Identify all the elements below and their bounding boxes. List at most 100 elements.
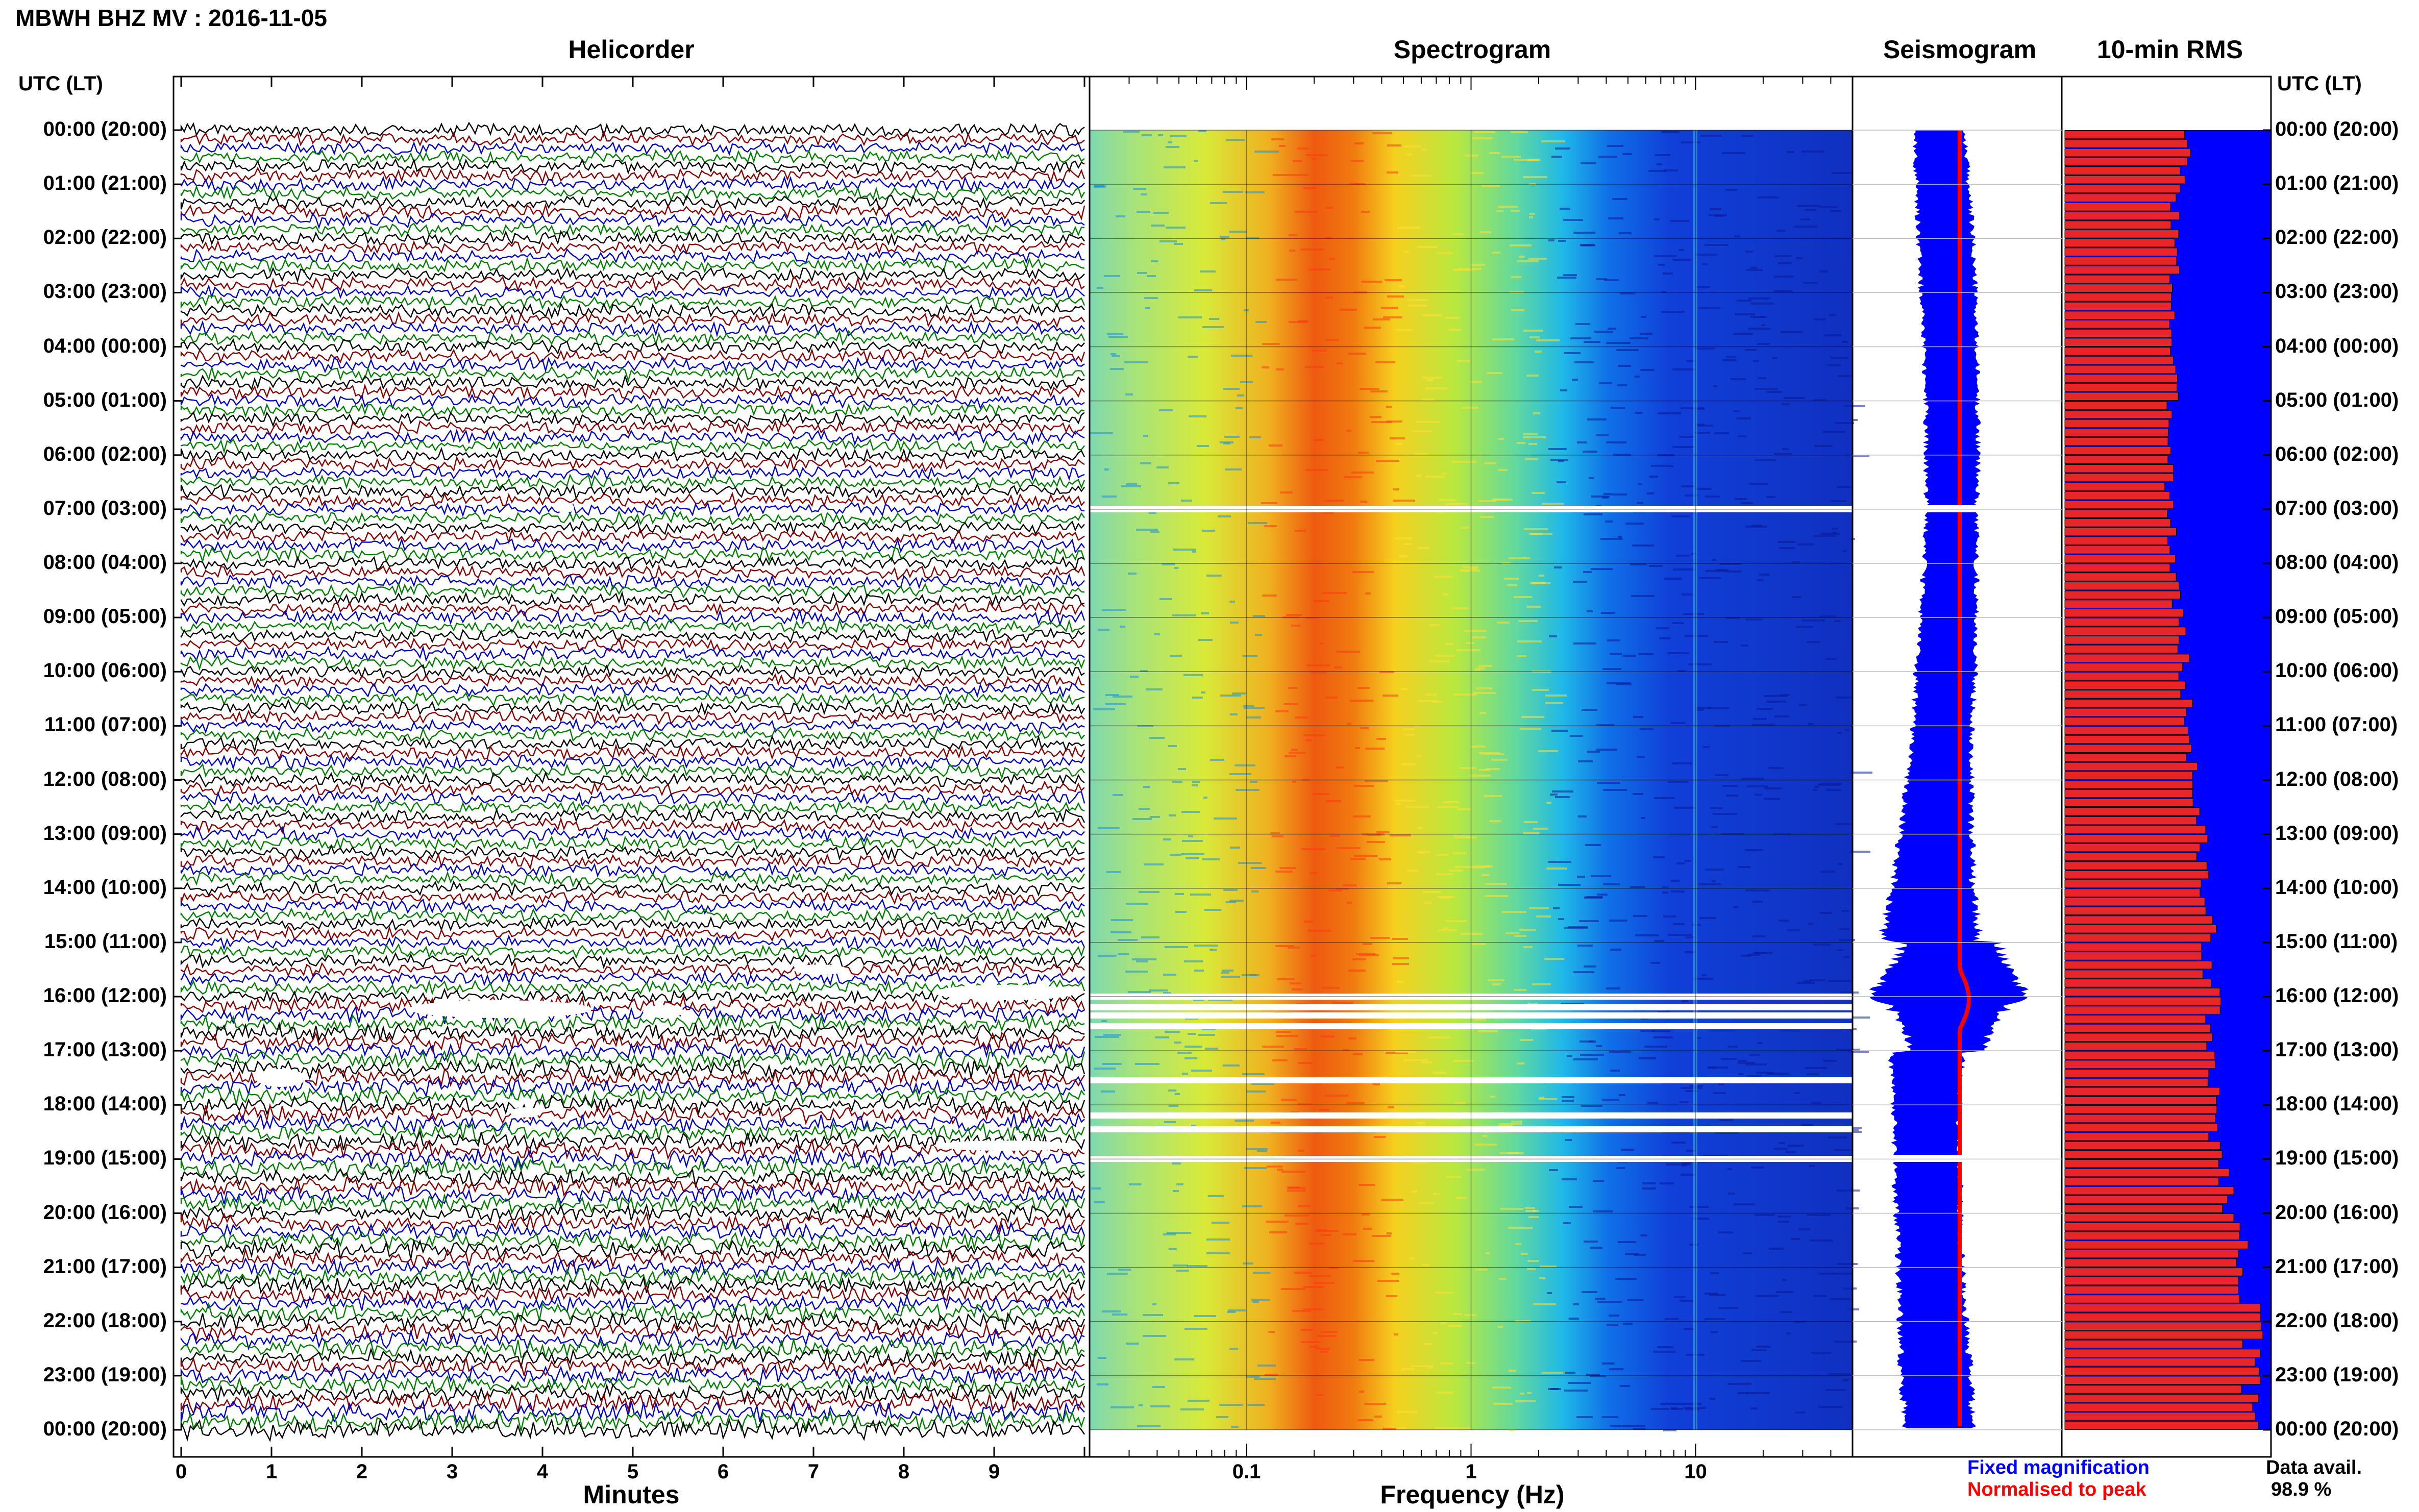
helicorder-trace: [180, 654, 1085, 671]
rms-bar: [2064, 356, 2174, 365]
spectrogram-speckle: [1159, 240, 1177, 242]
spectrogram-gap: [1090, 1126, 1853, 1132]
spectrogram-speckle: [1577, 945, 1593, 947]
spectrogram-speckle: [1111, 919, 1133, 921]
spectrogram-speckle: [1472, 636, 1486, 638]
spectrogram-speckle: [1820, 533, 1840, 535]
spectrogram-speckle: [1833, 532, 1837, 534]
spectrogram-speckle: [1672, 446, 1694, 448]
spectrogram-speckle: [1106, 871, 1121, 873]
spectrogram-speckle: [1581, 1105, 1602, 1107]
spectrogram-speckle: [1745, 526, 1767, 528]
spectrogram-speckle: [1794, 1321, 1805, 1323]
spectrogram-speckle: [1769, 1248, 1784, 1250]
rms-bar: [2064, 970, 2203, 979]
spectrogram-speckle: [1376, 460, 1399, 462]
spectrogram-speckle: [1796, 257, 1803, 259]
spectrogram-speckle: [1295, 174, 1309, 176]
spectrogram-speckle: [1319, 642, 1324, 645]
helicorder-trace: [180, 1167, 1085, 1188]
spectrogram-speckle: [1275, 710, 1289, 712]
spectrogram-speckle: [1365, 780, 1388, 782]
helicorder-trace: [180, 1148, 1085, 1170]
spectrogram-speckle: [1465, 155, 1478, 157]
spectrogram-speckle: [1281, 1099, 1297, 1101]
spectrogram-speckle: [1475, 1269, 1488, 1271]
helicorder-trace: [180, 284, 1085, 300]
spectrogram-speckle: [1149, 737, 1165, 739]
spectrogram-speckle: [1639, 1057, 1656, 1059]
spectrogram-speckle: [1357, 1419, 1373, 1421]
spectrogram-speckle: [1653, 856, 1665, 858]
spectrogram-speckle: [1094, 185, 1106, 187]
spectrogram-speckle: [1550, 459, 1568, 461]
spectrogram-speckle: [1823, 1060, 1837, 1062]
spectrogram-speckle: [1202, 326, 1224, 328]
spectrogram-speckle: [1168, 141, 1172, 143]
spectrogram-speckle: [1781, 1311, 1792, 1313]
spectrogram-speckle: [1823, 431, 1845, 433]
rms-bar: [2064, 744, 2192, 753]
spectrogram-speckle: [1351, 472, 1374, 474]
spectrogram-speckle: [1118, 1269, 1131, 1271]
spectrogram-speckle: [1489, 820, 1501, 822]
helicorder-trace: [180, 1040, 1085, 1062]
spectrogram-speckle: [1658, 1011, 1670, 1013]
helicorder-trace: [180, 221, 1085, 238]
spectrogram-speckle: [1580, 244, 1594, 246]
spectrogram-speckle: [1230, 713, 1238, 715]
helicorder-trace: [180, 743, 1085, 761]
helicorder-trace: [180, 330, 1085, 347]
spectrogram-speckle: [1505, 932, 1519, 934]
spectrogram-speckle: [1722, 152, 1745, 154]
time-label-left: 02:00 (22:00): [43, 226, 167, 249]
spectrogram-speckle: [1755, 459, 1776, 461]
spectrogram-speckle: [1662, 891, 1668, 894]
spectrogram-speckle: [1640, 369, 1655, 371]
minute-tick-label: 5: [627, 1460, 639, 1483]
spectrogram-speckle: [1181, 811, 1200, 813]
spectrogram-speckle: [1532, 983, 1551, 985]
helicorder-trace: [180, 519, 1085, 536]
spectrogram-speckle: [1305, 739, 1312, 741]
spectrogram-speckle: [1169, 1248, 1177, 1250]
spectrogram-speckle: [1695, 348, 1715, 350]
rms-bar: [2064, 798, 2193, 807]
spectrogram-speckle: [1738, 1060, 1747, 1062]
helicorder-trace: [180, 790, 1085, 807]
spectrogram-speckle: [1152, 1303, 1156, 1305]
spectrogram-speckle: [1093, 708, 1115, 710]
spectrogram-speckle: [1187, 1265, 1207, 1267]
spectrogram-speckle: [1602, 497, 1609, 499]
time-label-right: 05:00 (01:00): [2275, 388, 2399, 411]
spectrogram-speckle: [1596, 749, 1617, 751]
spectrogram-speckle: [1098, 629, 1109, 631]
spectrogram-speckle: [1184, 1328, 1207, 1330]
helicorder-trace: [180, 203, 1085, 221]
spectrogram-speckle: [1102, 1310, 1121, 1312]
spectrogram-speckle: [1631, 595, 1655, 597]
spectrogram-speckle: [1521, 716, 1544, 718]
spectrogram-speckle: [1776, 230, 1786, 232]
spectrogram-speckle: [1521, 1253, 1528, 1255]
helicorder-trace: [180, 392, 1085, 410]
spectrogram-speckle: [1411, 1365, 1434, 1367]
rms-bar: [2064, 735, 2190, 744]
spectrogram-speckle: [1525, 1207, 1535, 1209]
spectrogram-speckle: [1262, 594, 1277, 597]
spectrogram-speckle: [1314, 439, 1323, 441]
rms-bar: [2064, 500, 2174, 509]
spectrogram-speckle: [1563, 219, 1583, 221]
spectrogram-speckle: [1766, 701, 1786, 703]
spectrogram-speckle: [1436, 873, 1453, 875]
helicorder-trace: [180, 645, 1085, 662]
spectrogram-speckle: [1253, 1272, 1270, 1274]
spectrogram-speckle: [1305, 154, 1328, 156]
spectrogram-speckle: [1257, 1150, 1267, 1152]
helicorder-trace: [180, 600, 1085, 617]
spectrogram-speckle: [1843, 1379, 1848, 1381]
spectrogram-speckle: [1359, 1184, 1375, 1186]
spectrogram-speckle: [1616, 349, 1639, 351]
spectrogram-speckle: [1577, 876, 1585, 878]
time-label-left: 16:00 (12:00): [43, 984, 167, 1007]
